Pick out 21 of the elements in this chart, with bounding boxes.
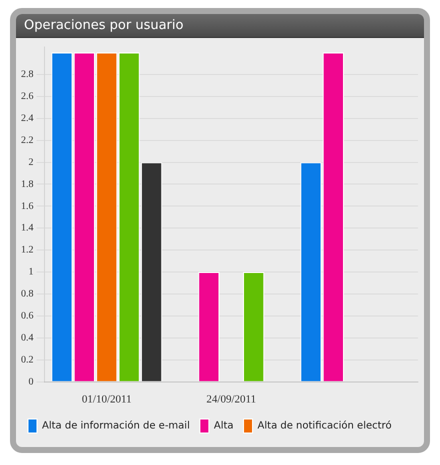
y-tick-label: 1: [28, 266, 34, 278]
y-tick-label: 2.4: [21, 112, 34, 124]
y-tick-label: 1.8: [21, 178, 34, 190]
y-tick-label: 1.2: [21, 244, 34, 256]
y-tick-label: 1.4: [21, 222, 34, 234]
y-tick-label: 0.6: [21, 310, 34, 322]
x-tick-label: 01/10/2011: [82, 393, 132, 406]
y-tick-label: 2.8: [21, 69, 34, 80]
y-tick-label: 2.2: [21, 134, 34, 146]
legend-label: Alta de información de e-mail: [42, 420, 190, 432]
y-tick-label: 2: [28, 156, 34, 168]
legend-label: Alta: [214, 420, 234, 432]
chart-title: Operaciones por usuario: [16, 14, 424, 38]
y-tick-label: 2.6: [21, 91, 34, 102]
y-tick-label: 0: [28, 376, 34, 388]
legend-label: Alta de notificación electró: [258, 420, 392, 432]
x-tick-label: 24/09/2011: [206, 393, 256, 406]
y-tick-label: 0.4: [21, 332, 34, 344]
y-tick-label: 0.2: [21, 354, 34, 366]
y-tick-label: 1.6: [21, 200, 34, 212]
y-tick-label: 0.8: [21, 288, 34, 300]
